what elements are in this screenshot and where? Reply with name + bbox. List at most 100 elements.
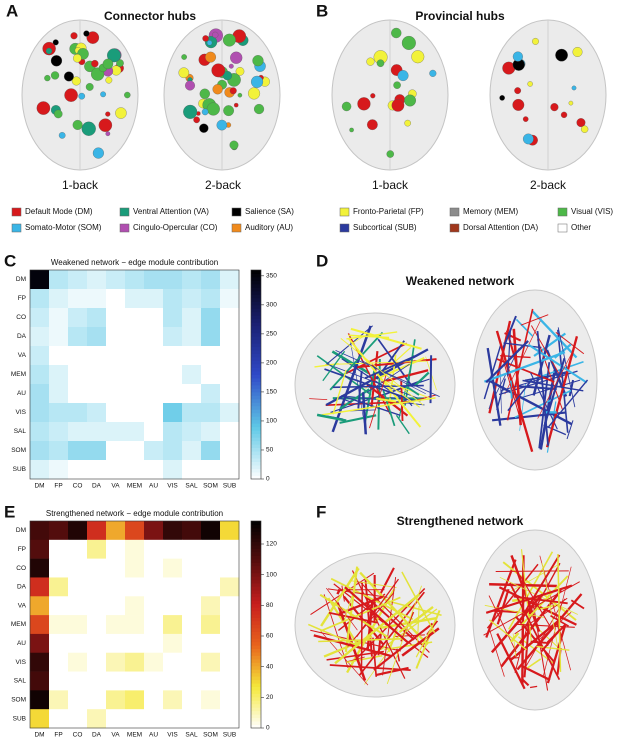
- colorbar-step: [251, 294, 261, 299]
- edge: [495, 330, 534, 453]
- edge: [359, 571, 429, 646]
- colorbar-step: [251, 447, 261, 452]
- colorbar-step: [251, 364, 261, 368]
- edge: [415, 619, 437, 658]
- heat-cell: [125, 308, 145, 328]
- edge: [335, 350, 440, 397]
- heat-cell: [87, 558, 107, 578]
- heat-cell: [125, 709, 145, 729]
- edge: [527, 343, 588, 384]
- brain-node: [73, 54, 82, 63]
- heat-cell: [163, 289, 183, 309]
- brain-node: [86, 31, 100, 44]
- brain-node: [223, 105, 234, 117]
- heat-cell: [30, 308, 50, 328]
- heat-cell: [182, 709, 202, 729]
- colorbar-step: [251, 524, 261, 529]
- brain-node: [183, 104, 198, 119]
- heat-cell: [220, 327, 240, 347]
- heat-cell: [125, 441, 145, 461]
- brain-node: [199, 88, 210, 99]
- edge: [351, 570, 406, 679]
- colorbar-step: [251, 419, 261, 424]
- column-label: SUB: [223, 483, 236, 490]
- legend-swatch: [119, 223, 130, 233]
- edge: [401, 571, 436, 634]
- edge: [520, 314, 549, 326]
- column-label: SUB: [223, 732, 236, 739]
- heat-cell: [68, 539, 88, 559]
- brain-node: [411, 50, 425, 64]
- colorbar-step: [251, 423, 261, 428]
- brain-node: [228, 63, 234, 69]
- heat-cell: [30, 422, 50, 442]
- edge: [501, 354, 522, 422]
- row-label: SUB: [13, 466, 26, 473]
- heat-cell: [49, 384, 69, 404]
- heat-cell: [87, 289, 107, 309]
- heat-cell: [144, 441, 164, 461]
- edge: [546, 625, 567, 684]
- panel-title: Weakened network: [406, 274, 515, 288]
- colorbar-step: [251, 388, 261, 393]
- colorbar-step: [251, 579, 261, 584]
- heat-cell: [163, 690, 183, 710]
- colorbar-step: [251, 287, 261, 292]
- heat-cell: [144, 422, 164, 442]
- heat-cell: [201, 384, 221, 404]
- colorbar-step: [251, 714, 261, 719]
- heat-cell: [182, 441, 202, 461]
- heat-cell: [30, 403, 50, 423]
- column-label: VA: [111, 732, 120, 739]
- heat-cell: [201, 441, 221, 461]
- heat-cell: [182, 422, 202, 442]
- edge: [414, 371, 430, 387]
- brain-node: [560, 111, 568, 119]
- heat-cell: [30, 615, 50, 635]
- brain-node: [105, 76, 113, 84]
- heat-cell: [201, 365, 221, 385]
- heat-cell: [163, 460, 183, 480]
- heat-cell: [68, 422, 88, 442]
- brain-node: [91, 59, 99, 68]
- edge: [357, 370, 363, 409]
- colorbar-step: [251, 350, 261, 354]
- heat-cell: [49, 270, 69, 290]
- edge: [332, 369, 347, 415]
- colorbar-step: [251, 631, 261, 636]
- heat-cell: [125, 460, 145, 480]
- heat-cell: [106, 652, 126, 672]
- brain-node: [555, 48, 568, 62]
- colorbar-step: [251, 555, 261, 560]
- edge: [526, 658, 542, 669]
- edge: [545, 336, 579, 448]
- colorbar-step: [251, 391, 261, 396]
- colorbar-step: [251, 558, 261, 563]
- heat-cell: [125, 633, 145, 654]
- heat-cell: [49, 346, 69, 366]
- heat-cell: [68, 441, 88, 461]
- colorbar-step: [251, 686, 261, 691]
- heat-cell: [87, 327, 107, 347]
- heat-cell: [220, 460, 240, 480]
- colorbar-step: [251, 521, 261, 525]
- heat-cell: [87, 539, 107, 559]
- heat-cell: [201, 709, 221, 729]
- column-label: DA: [92, 732, 102, 739]
- heat-cell: [30, 690, 50, 710]
- colorbar-step: [251, 308, 261, 313]
- colorbar-tick-label: 300: [266, 302, 277, 309]
- legend-swatch: [11, 207, 22, 217]
- heat-cell: [144, 596, 164, 616]
- heat-cell: [106, 270, 126, 290]
- frame: [29, 520, 240, 729]
- colorbar-step: [251, 562, 261, 567]
- heat-cell: [163, 539, 183, 559]
- heat-cell: [163, 633, 183, 654]
- edge: [334, 593, 421, 665]
- colorbar-step: [251, 304, 261, 309]
- colorbar-step: [251, 672, 261, 677]
- column-label: SAL: [185, 732, 198, 739]
- heat-cell: [87, 633, 107, 654]
- heat-cell: [144, 327, 164, 347]
